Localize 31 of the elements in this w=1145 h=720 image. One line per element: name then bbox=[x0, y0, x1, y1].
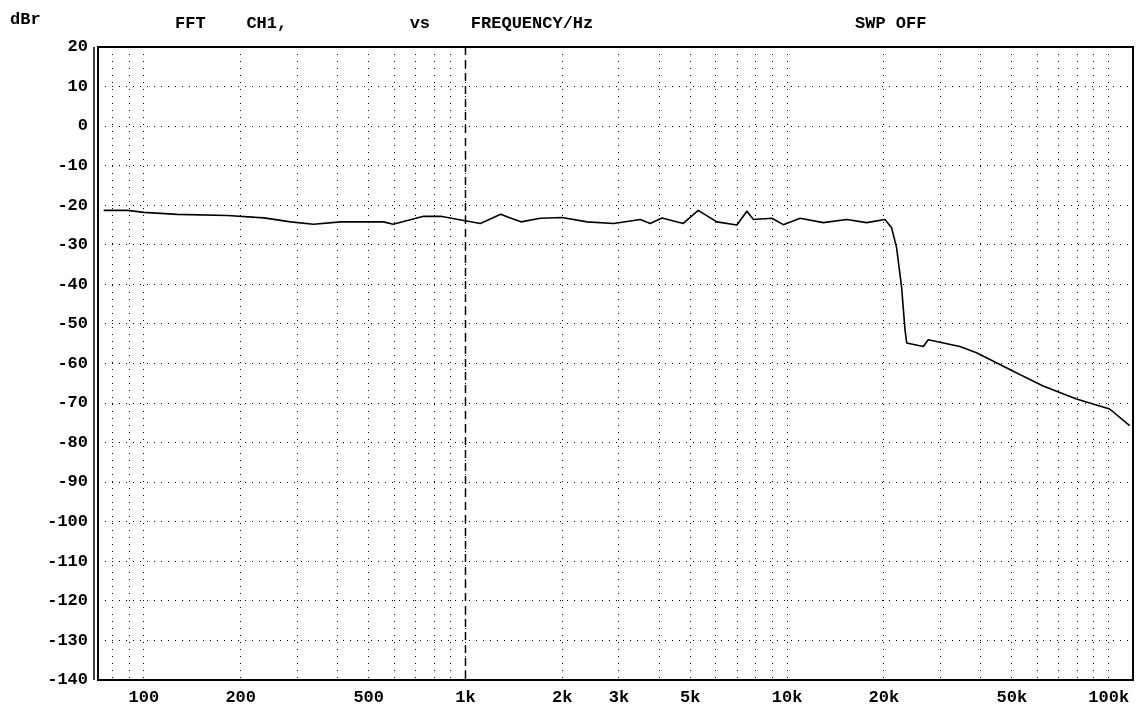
x-tick-label: 200 bbox=[225, 688, 256, 708]
y-tick-label: -100 bbox=[47, 512, 88, 532]
y-tick-label: -130 bbox=[47, 630, 88, 650]
x-tick-label: 10k bbox=[771, 688, 803, 708]
y-tick-label: -80 bbox=[57, 432, 88, 452]
y-tick-label: -20 bbox=[57, 195, 88, 215]
y-tick-label: -110 bbox=[47, 551, 88, 571]
y-tick-label: -30 bbox=[57, 235, 88, 255]
y-tick-label: -120 bbox=[47, 591, 88, 611]
x-tick-label: 500 bbox=[353, 688, 384, 708]
x-tick-label: 2k bbox=[552, 688, 573, 708]
y-tick-label: 0 bbox=[77, 116, 88, 136]
x-tick-label: 5k bbox=[680, 688, 701, 708]
y-tick-label: -60 bbox=[57, 353, 88, 373]
text: SWP OFF bbox=[855, 14, 927, 34]
y-tick-label: -50 bbox=[57, 314, 88, 334]
y-tick-label: -70 bbox=[57, 393, 88, 413]
y-tick-label: 20 bbox=[67, 37, 88, 57]
x-tick-label: 50k bbox=[996, 688, 1028, 708]
x-tick-label: 1k bbox=[455, 688, 476, 708]
x-tick-label: 20k bbox=[868, 688, 900, 708]
chart-title: FFT CH1, vs FREQUENCY/Hz bbox=[175, 14, 594, 34]
y-tick-label: 10 bbox=[67, 76, 88, 96]
y-tick-label: -40 bbox=[57, 274, 88, 294]
y-tick-label: -90 bbox=[57, 472, 88, 492]
y-tick-label: -140 bbox=[47, 670, 88, 690]
x-tick-label: 3k bbox=[608, 688, 630, 708]
y-tick-label: -10 bbox=[57, 155, 88, 175]
x-tick-label: 100 bbox=[128, 688, 160, 708]
x-tick-label: 100k bbox=[1088, 688, 1130, 708]
y-axis-title: dBr bbox=[10, 10, 41, 30]
